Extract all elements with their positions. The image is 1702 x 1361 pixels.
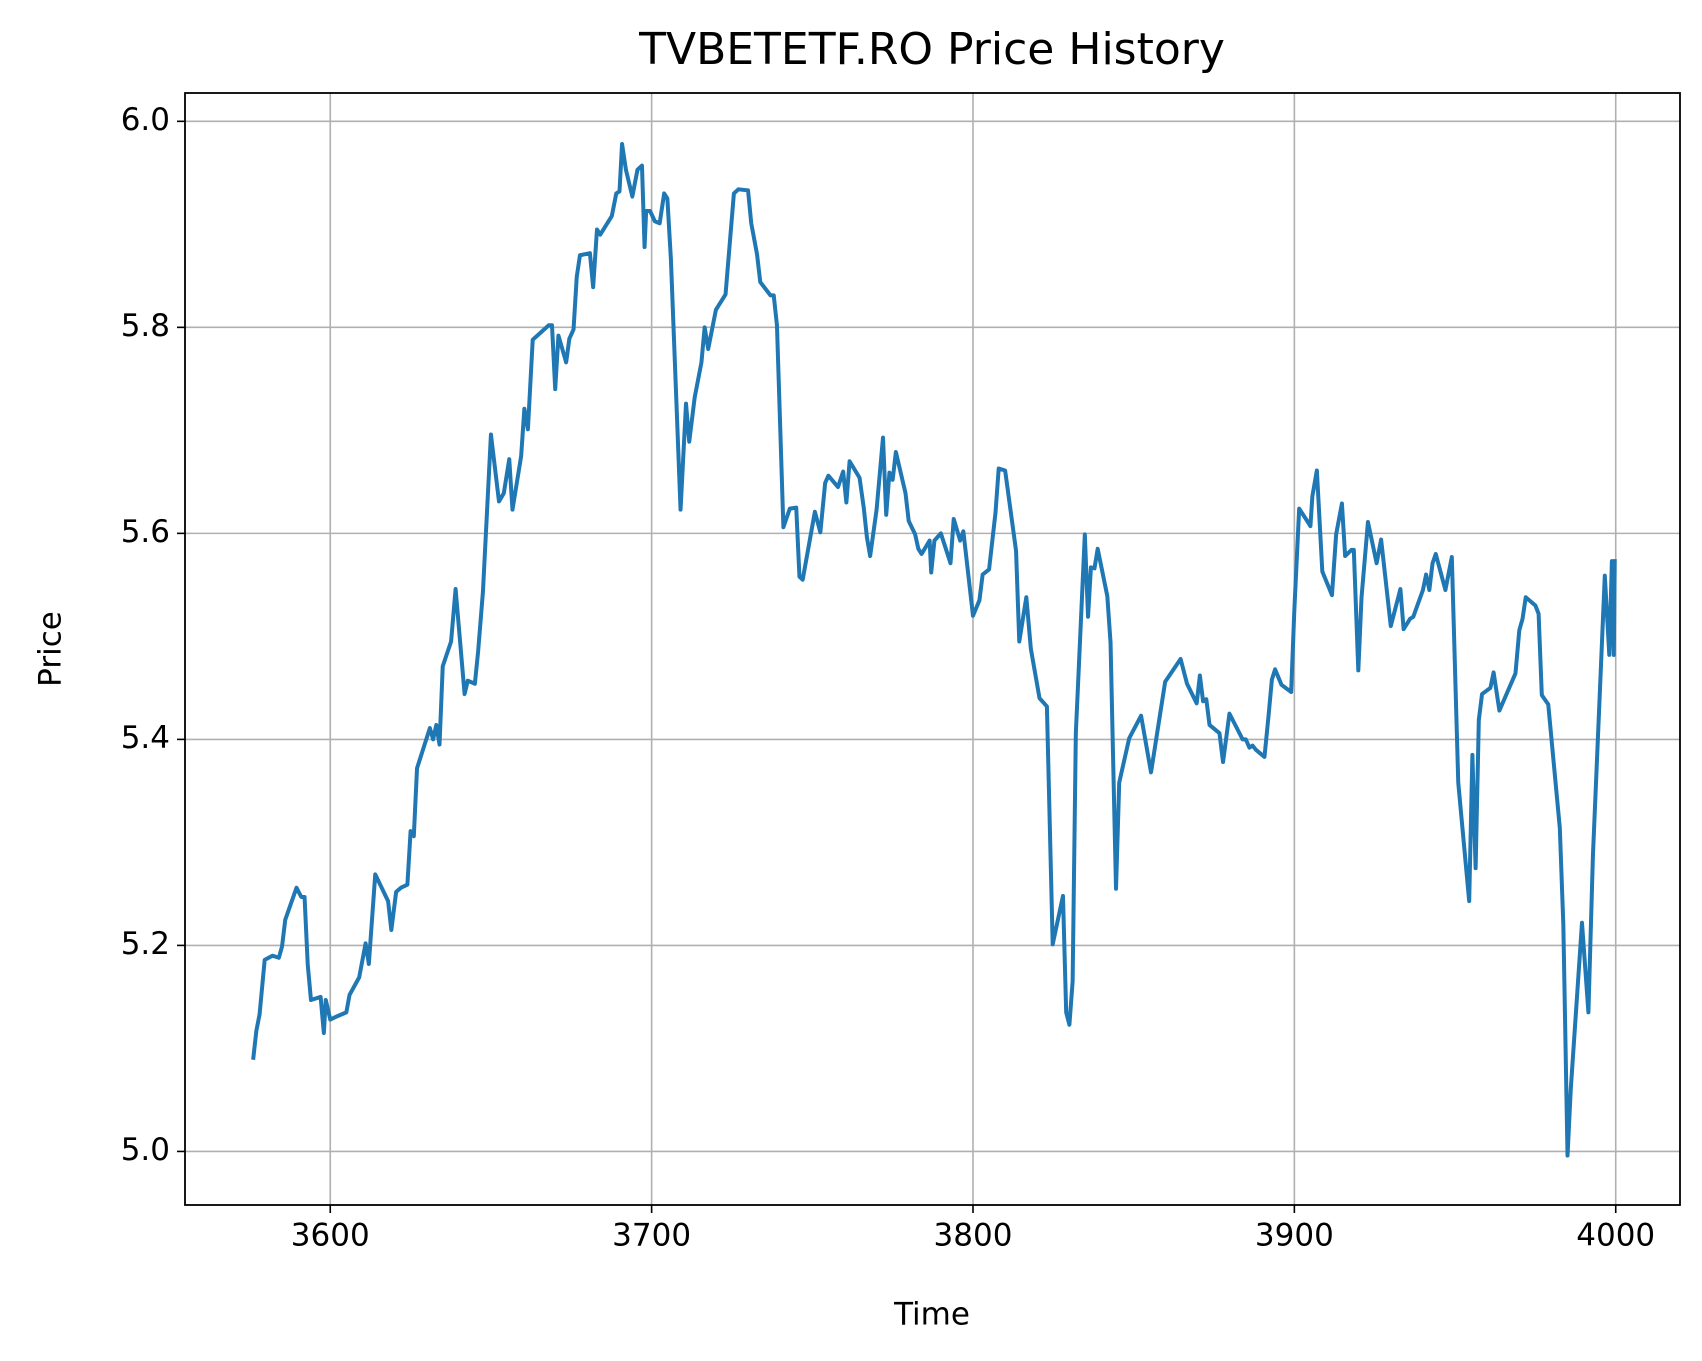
y-tick-label: 5.4: [121, 720, 170, 756]
x-tick-label: 4000: [1576, 1218, 1655, 1254]
axes-frame: [184, 92, 1681, 1206]
x-tick-label: 3600: [291, 1218, 370, 1254]
y-tick-label: 5.2: [121, 926, 170, 962]
x-tick-label: 3900: [1255, 1218, 1334, 1254]
y-tick-label: 6.0: [121, 102, 170, 138]
y-axis-label: Price: [33, 611, 69, 687]
ticks: 3600 3700 3800 3900 4000 5.0 5.2 5.4 5.6 5.8 6.0: [121, 102, 1655, 1254]
y-tick-label: 5.0: [121, 1132, 170, 1168]
chart-title: TVBETETF.RO Price History: [638, 24, 1225, 75]
x-tick-label: 3700: [612, 1218, 691, 1254]
x-tick-label: 3800: [934, 1218, 1013, 1254]
x-axis-label: Time: [893, 1297, 970, 1333]
y-tick-label: 5.6: [121, 514, 170, 550]
plot-area: [251, 141, 1617, 1158]
price-line: [251, 141, 1617, 1158]
y-tick-label: 5.8: [121, 308, 170, 344]
